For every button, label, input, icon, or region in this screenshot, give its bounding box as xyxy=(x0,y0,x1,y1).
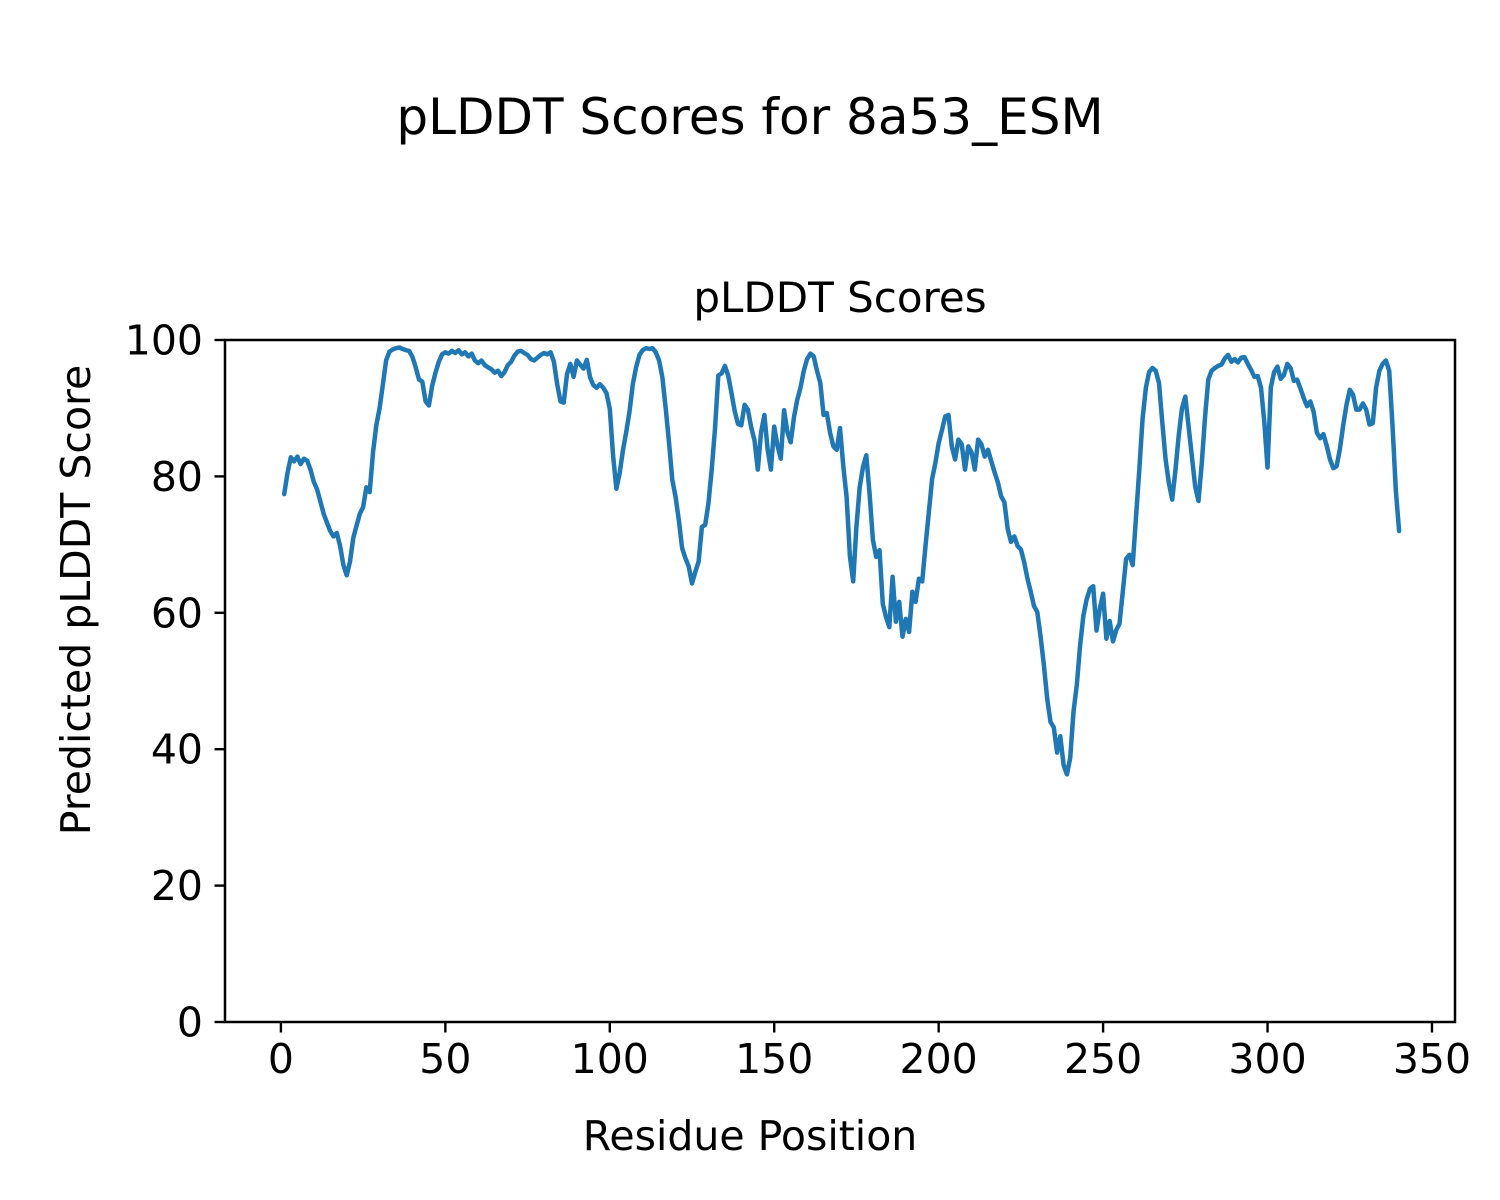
x-tick-label: 200 xyxy=(900,1035,978,1083)
y-tick-label: 40 xyxy=(151,726,203,774)
plddt-line xyxy=(281,345,1402,777)
axes-title: pLDDT Scores xyxy=(693,273,987,322)
x-axis-label: Residue Position xyxy=(582,1112,918,1160)
x-tick-label: 150 xyxy=(735,1035,813,1083)
y-tick-label: 100 xyxy=(125,317,203,365)
x-tick-label: 100 xyxy=(571,1035,649,1083)
x-tick-label: 50 xyxy=(419,1035,471,1083)
y-tick-label: 20 xyxy=(151,862,203,910)
x-tick-label: 0 xyxy=(268,1035,294,1083)
x-tick-label: 300 xyxy=(1228,1035,1306,1083)
axes-frame xyxy=(223,338,1457,1024)
x-axis-ticks: 0 50 100 150 200 250 300 350 xyxy=(268,1022,1471,1083)
y-tick-label: 80 xyxy=(151,453,203,501)
figure-title: pLDDT Scores for 8a53_ESM xyxy=(396,88,1104,146)
x-tick-label: 350 xyxy=(1393,1035,1471,1083)
y-tick-label: 0 xyxy=(177,999,203,1047)
y-tick-label: 60 xyxy=(151,589,203,637)
y-axis-ticks: 0 20 40 60 80 100 xyxy=(125,317,225,1047)
x-tick-label: 250 xyxy=(1064,1035,1142,1083)
